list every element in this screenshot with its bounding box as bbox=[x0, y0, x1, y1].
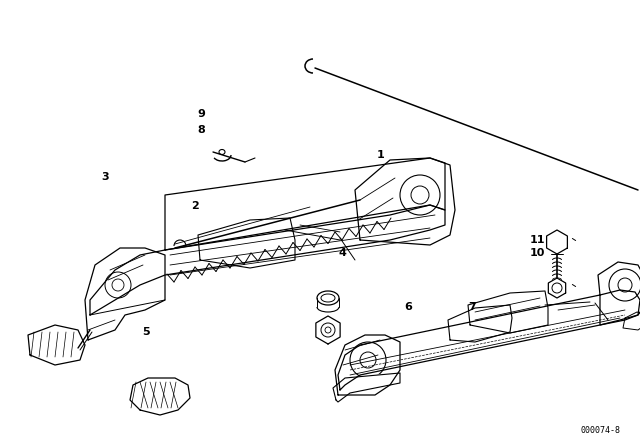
Polygon shape bbox=[598, 262, 640, 325]
Text: 4: 4 bbox=[339, 248, 346, 258]
Polygon shape bbox=[448, 305, 512, 342]
Text: 5: 5 bbox=[142, 327, 150, 336]
Text: 3: 3 bbox=[102, 172, 109, 182]
Polygon shape bbox=[90, 205, 445, 315]
Text: 8: 8 bbox=[198, 125, 205, 135]
Polygon shape bbox=[198, 218, 295, 268]
Polygon shape bbox=[623, 312, 640, 330]
Polygon shape bbox=[355, 158, 455, 245]
Polygon shape bbox=[28, 325, 85, 365]
Polygon shape bbox=[85, 248, 165, 340]
Text: 2: 2 bbox=[191, 201, 199, 211]
Text: 7: 7 bbox=[468, 302, 476, 312]
Text: 6: 6 bbox=[404, 302, 412, 312]
Polygon shape bbox=[338, 290, 640, 390]
Polygon shape bbox=[333, 373, 400, 402]
Text: 9: 9 bbox=[198, 109, 205, 119]
Polygon shape bbox=[335, 335, 400, 395]
Polygon shape bbox=[468, 291, 548, 333]
Text: 1: 1 bbox=[377, 150, 385, 159]
Polygon shape bbox=[547, 230, 568, 254]
Polygon shape bbox=[165, 158, 445, 250]
Text: 000074-8: 000074-8 bbox=[581, 426, 621, 435]
Text: 10: 10 bbox=[530, 248, 545, 258]
Polygon shape bbox=[130, 378, 190, 415]
Text: 11: 11 bbox=[530, 235, 545, 245]
Polygon shape bbox=[548, 278, 566, 298]
